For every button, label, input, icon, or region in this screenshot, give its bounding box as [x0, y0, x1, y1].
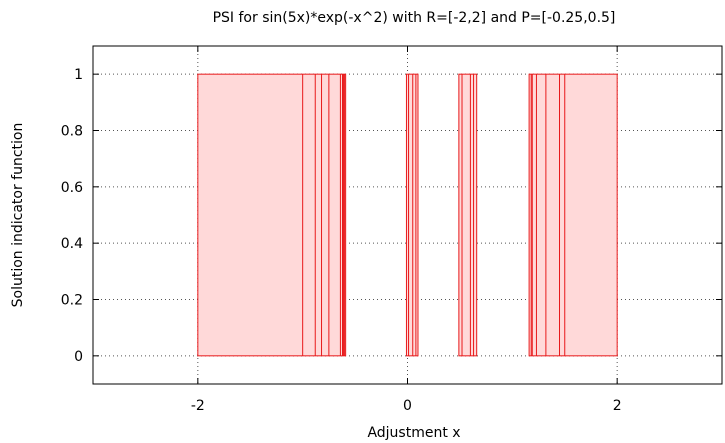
y-tick-label-4: 0.8 [61, 124, 83, 140]
ticks: -2 0 2 0 0.2 0.4 0.6 0.8 1 [61, 46, 722, 414]
y-tick-label-2: 0.4 [61, 236, 83, 252]
y-axis-label: Solution indicator function [10, 123, 26, 308]
indicator-block-2 [458, 73, 478, 357]
y-tick-label-1: 0.2 [61, 293, 83, 309]
x-tick-label-0: -2 [191, 398, 205, 414]
y-tick-label-3: 0.6 [61, 180, 83, 196]
x-tick-label-1: 0 [403, 398, 412, 414]
x-tick-label-2: 2 [613, 398, 622, 414]
indicator-block-0 [197, 73, 347, 357]
y-tick-label-5: 1 [74, 67, 83, 83]
indicator-block-3 [528, 73, 618, 357]
y-tick-label-0: 0 [74, 349, 83, 365]
indicator-block-1 [405, 73, 419, 357]
data-layer [197, 73, 618, 357]
x-axis-label: Adjustment x [367, 425, 460, 441]
chart-title: PSI for sin(5x)*exp(-x^2) with R=[-2,2] … [213, 10, 616, 26]
